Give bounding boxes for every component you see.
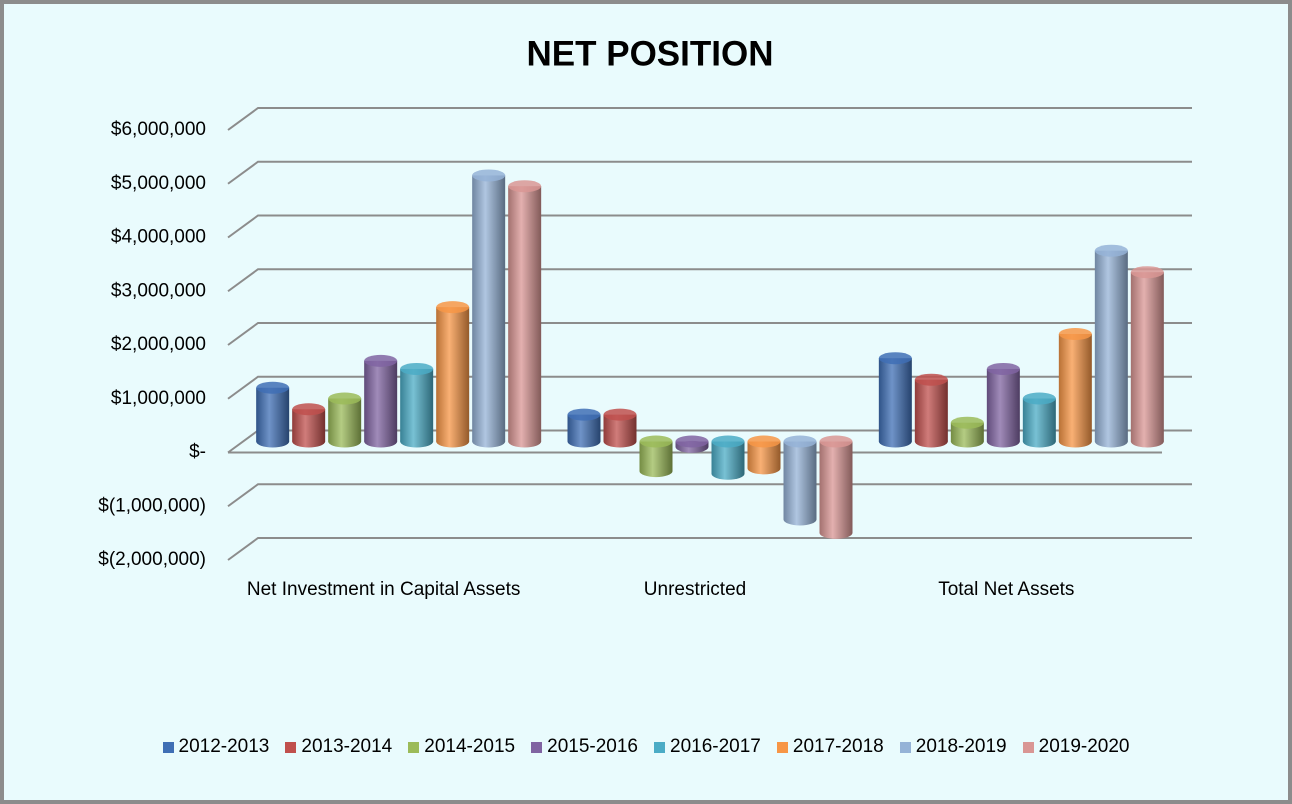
grid-line — [227, 214, 1192, 239]
bar — [783, 441, 817, 520]
bar — [1058, 334, 1092, 442]
bar — [256, 387, 290, 442]
cylinder-top — [328, 392, 362, 405]
cylinder-top — [436, 301, 470, 314]
bar — [436, 307, 470, 442]
bar — [1094, 250, 1128, 442]
legend-swatch — [531, 741, 543, 753]
legend-swatch — [654, 741, 665, 753]
cylinder-top — [256, 381, 290, 394]
legend-item: 2016-2017 — [654, 736, 761, 758]
legend-swatch — [408, 741, 420, 753]
bar — [914, 379, 948, 442]
bar — [508, 186, 542, 442]
cylinder-top — [292, 403, 326, 416]
x-tick-label: Net Investment in Capital Assets — [246, 579, 521, 600]
legend-label: 2014-2015 — [424, 736, 516, 757]
legend-swatch — [285, 741, 297, 753]
cylinder-top — [1022, 392, 1056, 405]
cylinder-top — [1130, 266, 1164, 279]
bar — [400, 368, 434, 442]
cylinder-top — [639, 435, 673, 448]
y-tick-label: $- — [189, 442, 206, 463]
bar — [1022, 398, 1056, 442]
cylinder-top — [711, 435, 745, 448]
bar — [364, 360, 398, 442]
cylinder-top — [472, 169, 506, 182]
bar — [986, 368, 1020, 442]
legend-label: 2018-2019 — [915, 736, 1007, 757]
legend-label: 2013-2014 — [301, 736, 393, 757]
grid-line — [227, 268, 1192, 293]
legend: 2012-2013 2013-2014 2014-2015 2015-2016 2016… — [4, 736, 1288, 758]
grid-line — [227, 107, 1192, 131]
legend-item: 2012-2013 — [162, 736, 270, 758]
legend-item: 2013-2014 — [285, 736, 392, 758]
grid-line — [227, 322, 1192, 346]
y-tick-label: $4,000,000 — [111, 227, 206, 248]
x-tick-label: Total Net Assets — [938, 579, 1075, 600]
legend-item: 2019-2020 — [1022, 736, 1130, 758]
cylinder-top — [567, 408, 601, 421]
legend-label: 2017-2018 — [792, 736, 884, 757]
legend-swatch — [899, 741, 911, 753]
bar — [878, 358, 912, 442]
legend-item: 2018-2019 — [899, 736, 1007, 758]
cylinder-top — [508, 180, 542, 193]
grid-line — [227, 483, 1192, 508]
bar — [1130, 272, 1164, 442]
legend-item: 2017-2018 — [776, 736, 884, 758]
cylinder-top — [819, 435, 853, 448]
cylinder-top — [747, 435, 781, 448]
bar — [472, 175, 506, 442]
y-tick-label: $(2,000,000) — [98, 549, 206, 570]
legend-swatch — [1022, 741, 1034, 753]
cylinder-top — [400, 362, 434, 375]
x-tick-label: Unrestricted — [643, 579, 747, 600]
cylinder-top — [986, 362, 1020, 375]
y-tick-label: $3,000,000 — [111, 280, 206, 301]
cylinder-top — [1094, 244, 1128, 257]
y-tick-label: $6,000,000 — [111, 119, 206, 140]
legend-swatch — [776, 741, 788, 753]
plot: NET POSITION $(2,000,000) $(1,000,000) $- $… — [98, 34, 1192, 570]
legend-label: 2015-2016 — [547, 736, 638, 757]
y-tick-label: $5,000,000 — [111, 173, 206, 194]
legend-item: 2015-2016 — [531, 736, 638, 758]
y-tick-label: $2,000,000 — [111, 334, 206, 355]
legend-item: 2014-2015 — [408, 736, 515, 758]
cylinder-top — [603, 408, 637, 421]
cylinder-top — [914, 373, 948, 386]
cylinder-top — [675, 435, 709, 448]
bar — [819, 441, 853, 533]
cylinder-top — [1058, 328, 1092, 340]
legend-label: 2012-2013 — [178, 736, 270, 757]
legend-label: 2016-2017 — [670, 736, 761, 757]
cylinder-top — [950, 416, 984, 429]
legend-label: 2019-2020 — [1038, 736, 1130, 757]
cylinder-top — [364, 354, 398, 367]
y-tick-label: $(1,000,000) — [98, 495, 206, 516]
grid-line — [227, 160, 1192, 185]
cylinder-top — [878, 352, 912, 365]
cylinder-top — [783, 435, 817, 448]
chart-title: NET POSITION — [527, 34, 774, 73]
bar — [328, 398, 362, 442]
legend-swatch — [162, 741, 174, 753]
grid-line — [227, 537, 1192, 561]
y-tick-label: $1,000,000 — [111, 388, 206, 409]
